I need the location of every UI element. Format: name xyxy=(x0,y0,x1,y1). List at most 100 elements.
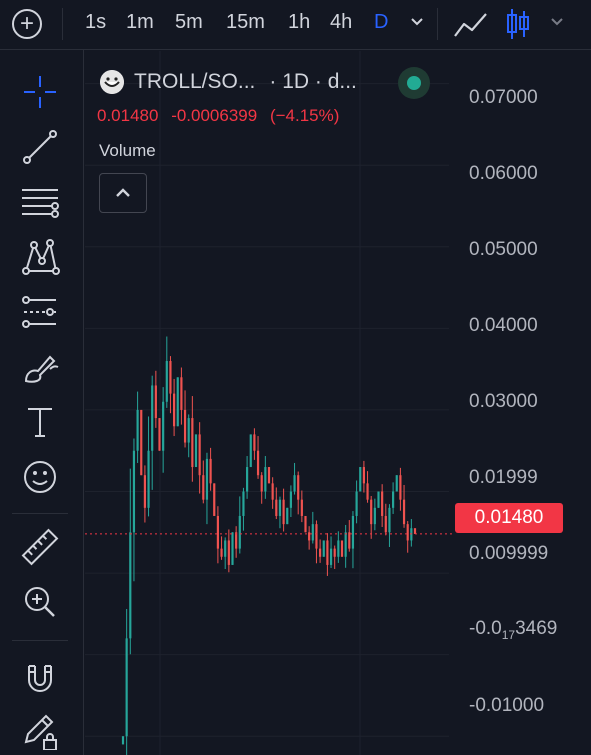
interval-d[interactable]: D xyxy=(374,11,389,33)
crosshair-icon xyxy=(24,76,56,108)
last-price: 0.01480 xyxy=(97,106,159,125)
price-change-percent: (−4.15%) xyxy=(269,106,340,125)
candle xyxy=(173,393,176,427)
chevron-down-icon[interactable] xyxy=(548,12,566,30)
candle xyxy=(297,475,300,500)
price-axis-label: 0.06000 xyxy=(469,163,538,184)
fib-retracement-tool[interactable] xyxy=(20,182,60,222)
current-price-tag: 0.01480 xyxy=(455,503,563,533)
candle xyxy=(227,540,230,565)
candle xyxy=(300,499,303,516)
brush-tool[interactable] xyxy=(20,347,60,387)
candle xyxy=(351,515,355,549)
toolbar-divider xyxy=(12,640,68,641)
interval-1h[interactable]: 1h xyxy=(288,11,311,33)
chart-pane[interactable] xyxy=(85,51,591,755)
brush-icon xyxy=(24,355,59,383)
candle xyxy=(169,360,172,394)
candle xyxy=(340,540,344,557)
zoom-in-icon xyxy=(25,587,55,617)
trend-line-tool[interactable] xyxy=(20,127,60,167)
trend-line-icon xyxy=(23,130,57,164)
interval-5m[interactable]: 5m xyxy=(175,11,203,33)
price-axis-label-special: -0.0173469 xyxy=(469,618,557,642)
candle xyxy=(359,467,362,492)
candle xyxy=(216,515,219,549)
crosshair-tool[interactable] xyxy=(20,72,60,112)
zoom-tool[interactable] xyxy=(20,582,60,622)
pattern-tool[interactable] xyxy=(20,237,60,277)
price-axis-label: 0.05000 xyxy=(469,239,538,260)
candle xyxy=(220,548,223,557)
measure-tool[interactable] xyxy=(20,527,60,567)
candle xyxy=(158,418,161,451)
volume-indicator-label[interactable]: Volume xyxy=(99,141,156,160)
forecast-tool[interactable] xyxy=(20,292,60,332)
candle xyxy=(136,409,139,451)
troll-logo-icon xyxy=(100,70,124,94)
interval-15m[interactable]: 15m xyxy=(226,11,265,33)
candle xyxy=(151,385,154,451)
axis-label-prefix: -0.0 xyxy=(469,618,502,639)
candle xyxy=(260,475,263,492)
candle xyxy=(370,499,373,525)
line-chart-icon[interactable] xyxy=(452,10,490,40)
candle xyxy=(413,528,417,534)
toolbar-divider xyxy=(12,513,68,514)
chevron-down-icon[interactable] xyxy=(408,12,426,30)
interval-4h[interactable]: 4h xyxy=(330,11,353,33)
candle xyxy=(329,548,333,565)
text-tool[interactable] xyxy=(20,402,60,442)
price-change: -0.0006399 xyxy=(171,106,258,125)
price-axis-label: 0.03000 xyxy=(469,391,538,412)
collapse-legend-button[interactable] xyxy=(99,173,147,213)
add-symbol-button[interactable]: + xyxy=(12,9,42,39)
candle xyxy=(395,475,398,492)
candle xyxy=(377,491,380,508)
interval-1m[interactable]: 1m xyxy=(126,11,154,33)
candle xyxy=(337,540,340,557)
candle xyxy=(125,638,128,737)
lock-drawings-tool[interactable] xyxy=(20,710,60,751)
candle xyxy=(238,515,241,549)
candle xyxy=(121,736,125,745)
candle xyxy=(293,475,296,492)
candlestick-chart[interactable] xyxy=(85,51,591,755)
candle xyxy=(278,499,282,516)
candle xyxy=(289,491,292,508)
candle xyxy=(392,491,395,508)
candle xyxy=(132,450,136,533)
candle xyxy=(256,450,260,476)
candle xyxy=(249,434,252,468)
status-dot-icon xyxy=(407,76,421,90)
candle xyxy=(362,467,365,484)
symbol-name[interactable]: TROLL/SO... xyxy=(134,70,256,93)
candle xyxy=(162,401,165,451)
candle xyxy=(271,483,274,500)
price-axis-label: 0.01999 xyxy=(469,467,538,488)
candle xyxy=(326,540,329,565)
candle xyxy=(319,548,322,557)
market-status-indicator[interactable] xyxy=(398,67,430,99)
candle xyxy=(388,507,391,533)
candle xyxy=(180,377,183,410)
candle xyxy=(198,434,201,476)
ruler-icon xyxy=(21,528,59,566)
emoji-tool[interactable] xyxy=(20,457,60,497)
candle xyxy=(154,385,157,419)
candle xyxy=(399,475,402,500)
text-icon xyxy=(28,408,52,437)
magnet-tool[interactable] xyxy=(20,658,60,698)
interval-1s[interactable]: 1s xyxy=(85,11,107,33)
candles-icon[interactable] xyxy=(505,6,531,42)
top-toolbar: + 1s 1m 5m 15m 1h 4h D xyxy=(0,0,591,50)
candle xyxy=(246,467,249,492)
pencil-lock-icon xyxy=(24,714,57,751)
pattern-icon xyxy=(22,239,60,275)
candle xyxy=(355,491,358,516)
candle xyxy=(242,491,245,516)
candle xyxy=(183,409,187,443)
candle xyxy=(129,532,132,639)
symbol-legend[interactable]: TROLL/SO... · 1D · d... xyxy=(100,70,357,94)
candle xyxy=(373,507,376,525)
